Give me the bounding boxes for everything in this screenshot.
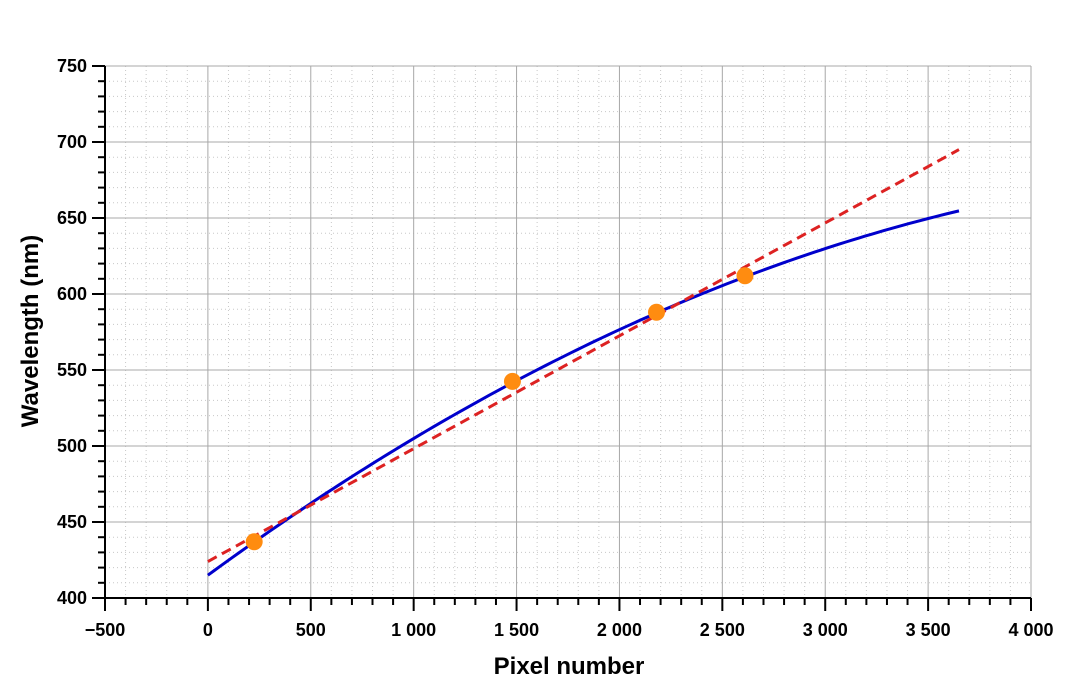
x-tick-label: 0 bbox=[203, 620, 213, 640]
y-tick-label: 500 bbox=[57, 436, 87, 456]
tick-labels: −500 0 500 1 000 1 500 2 000 2 500 3 000 3 500 4 … bbox=[57, 56, 1054, 640]
polynomial-fit-line bbox=[207, 209, 960, 577]
x-tick-label: 4 000 bbox=[1008, 620, 1053, 640]
y-tick-label: 450 bbox=[57, 512, 87, 532]
x-tick-label: 2 000 bbox=[597, 620, 642, 640]
x-tick-label: −500 bbox=[85, 620, 126, 640]
linear-fit-line bbox=[207, 148, 960, 563]
data-point bbox=[647, 303, 665, 321]
x-tick-label: 3 500 bbox=[906, 620, 951, 640]
series-layer bbox=[207, 148, 960, 577]
data-point bbox=[245, 533, 263, 551]
x-tick-label: 3 000 bbox=[803, 620, 848, 640]
y-tick-label: 750 bbox=[57, 56, 87, 76]
data-point bbox=[736, 267, 754, 285]
x-tick-label: 1 500 bbox=[494, 620, 539, 640]
x-tick-label: 500 bbox=[296, 620, 326, 640]
axes bbox=[92, 65, 1032, 611]
y-tick-label: 700 bbox=[57, 132, 87, 152]
y-axis-title: Wavelength (nm) bbox=[17, 235, 44, 427]
y-tick-label: 600 bbox=[57, 284, 87, 304]
x-axis-title: Pixel number bbox=[494, 653, 645, 680]
minor-grid bbox=[105, 66, 1031, 598]
x-tick-label: 1 000 bbox=[391, 620, 436, 640]
y-tick-label: 400 bbox=[57, 588, 87, 608]
data-point bbox=[503, 372, 521, 390]
major-grid bbox=[105, 65, 1032, 598]
x-tick-label: 2 500 bbox=[700, 620, 745, 640]
y-tick-label: 650 bbox=[57, 208, 87, 228]
y-tick-label: 550 bbox=[57, 360, 87, 380]
